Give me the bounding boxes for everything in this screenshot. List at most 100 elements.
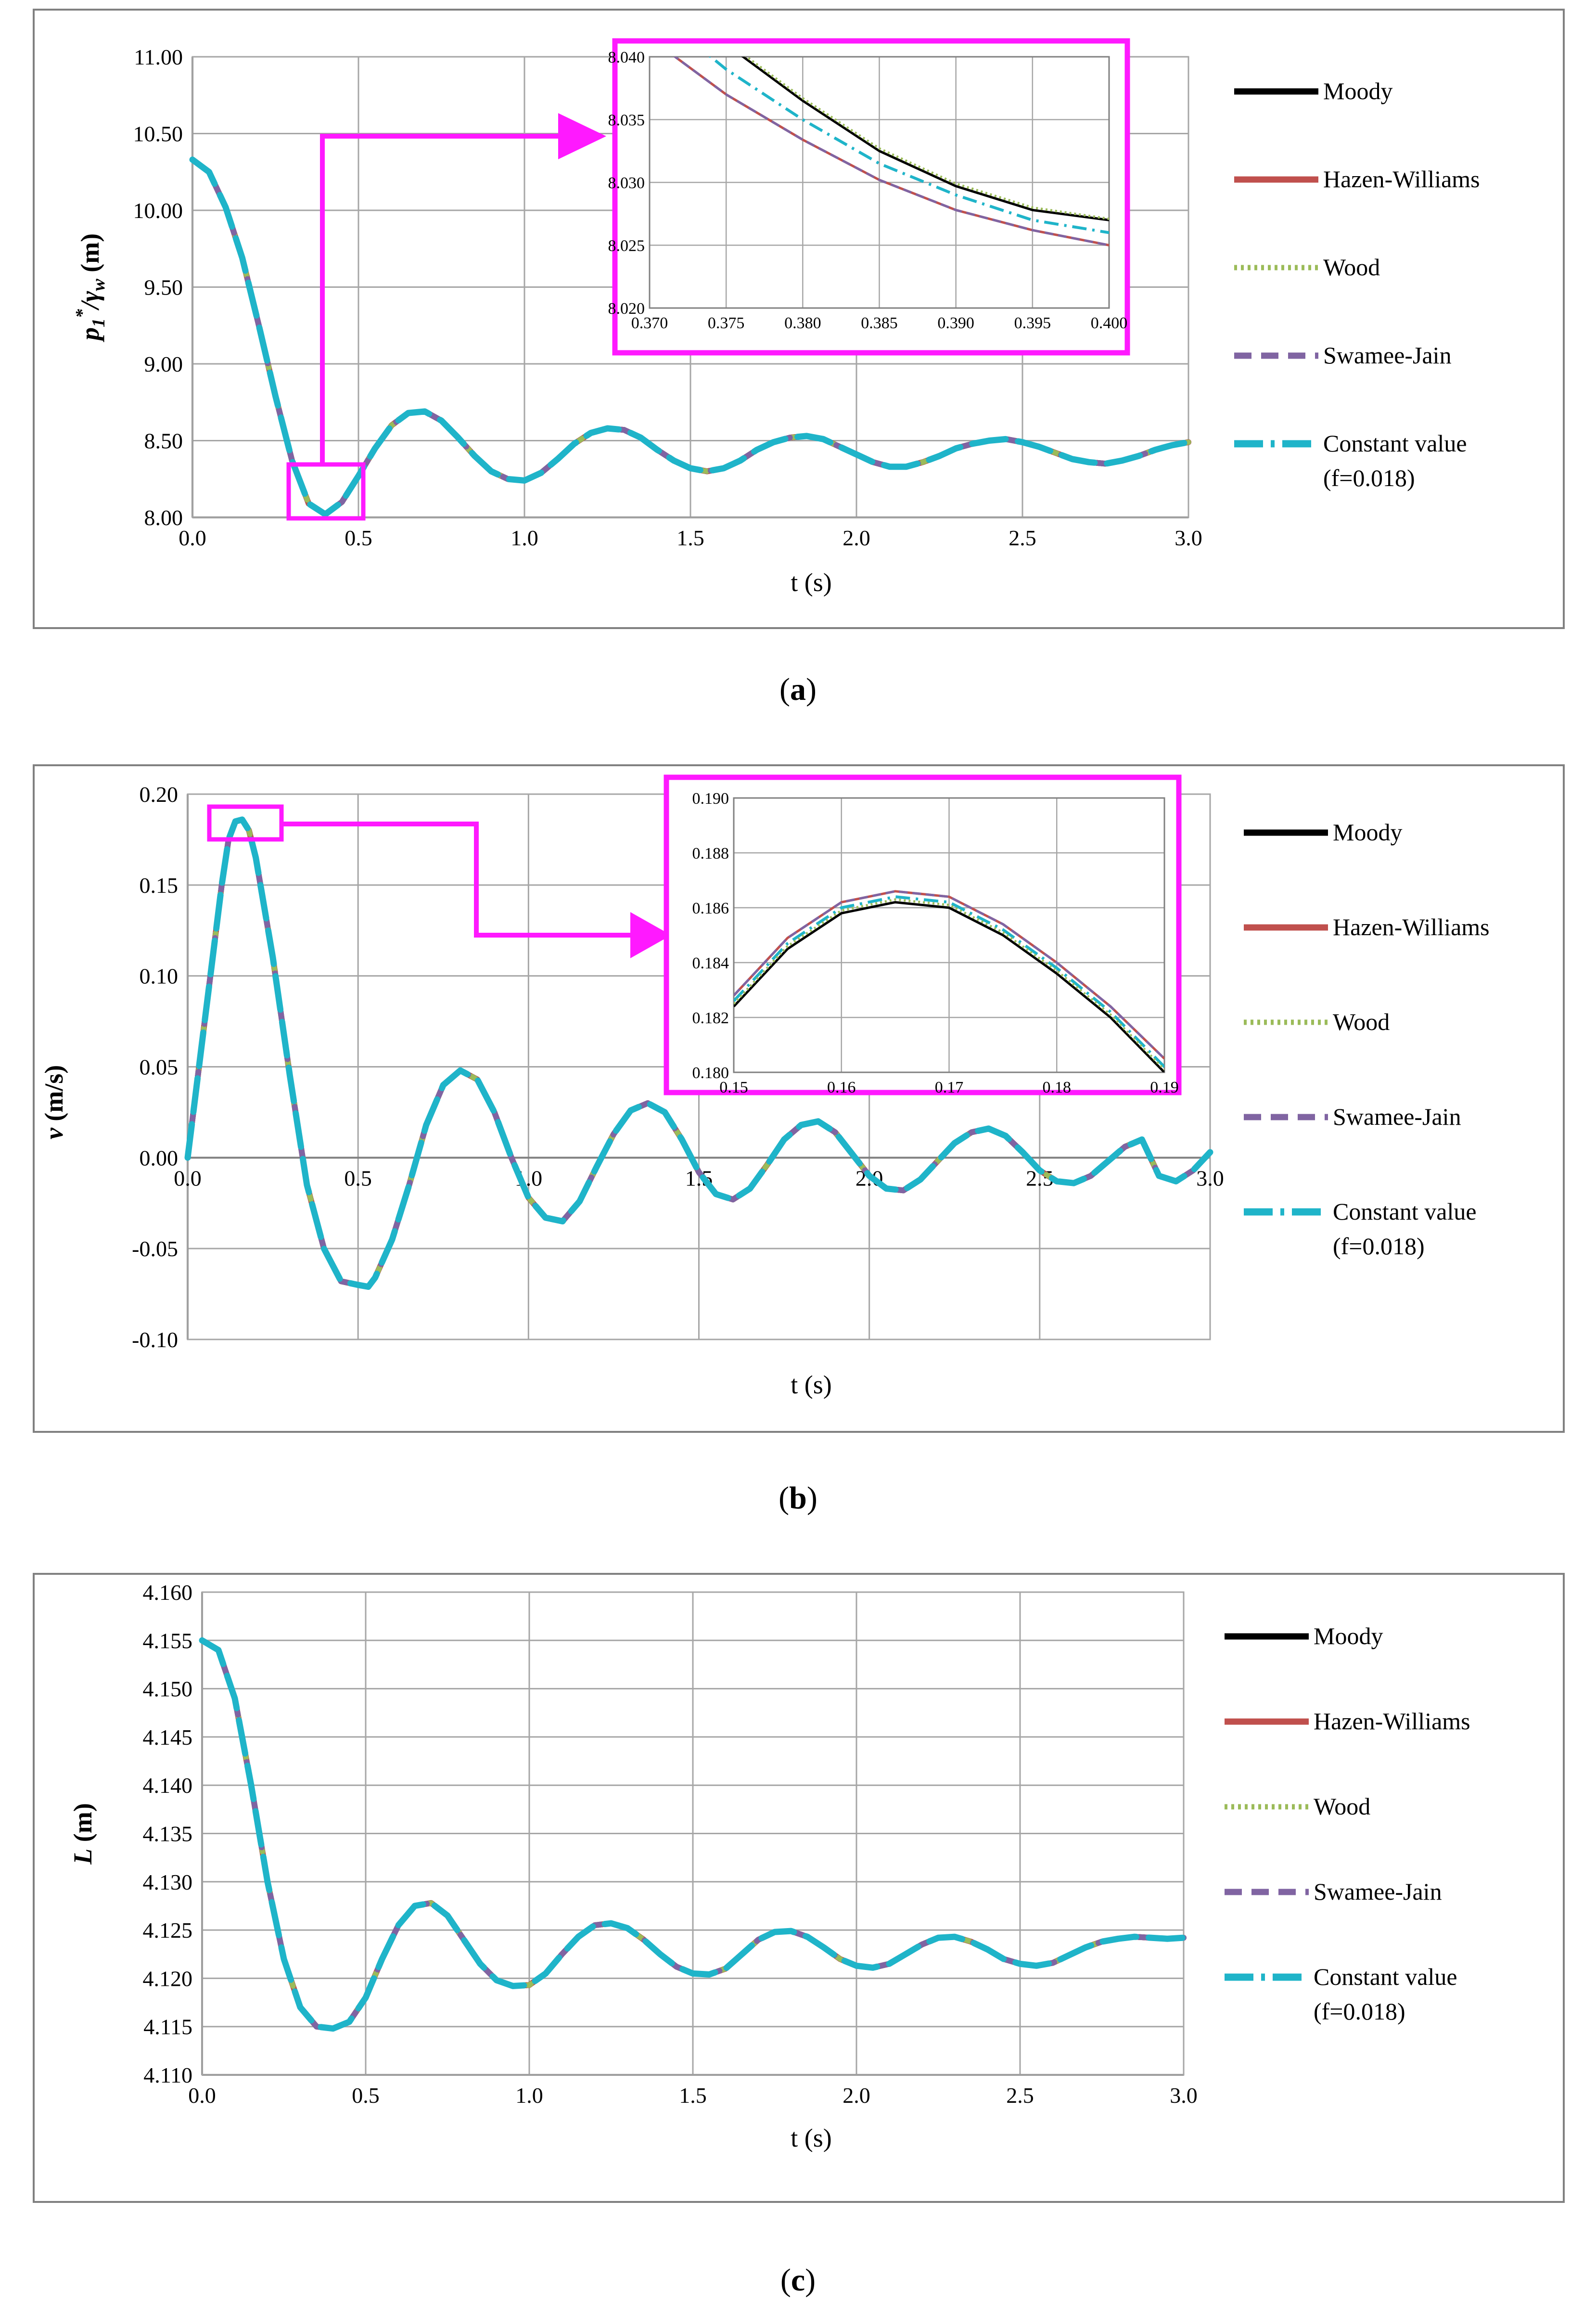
chart-b-inset-xtick-label: 0.15 (719, 1079, 748, 1096)
legend-b-label2-constant-value: (f=0.018) (1333, 1233, 1425, 1260)
chart-c-legend: Moody Hazen-Williams Wood Swamee-Jain Consta… (1225, 1622, 1470, 2025)
chart-b-inset-xtick-label: 0.19 (1150, 1079, 1179, 1096)
chart-a-inset-ytick-label: 8.040 (608, 49, 645, 66)
legend-b-label-hazen-williams: Hazen-Williams (1333, 914, 1490, 940)
chart-b-inset-series-moody (734, 901, 1164, 1072)
legend-c-label2-constant-value: (f=0.018) (1314, 1998, 1405, 2025)
chart-b-xtick-label: 0.0 (174, 1166, 202, 1190)
legend-c-label-wood: Wood (1314, 1793, 1370, 1820)
chart-a-zoom-arrow (558, 113, 606, 159)
chart-c-xtick-label: 0.0 (188, 2083, 216, 2108)
caption-b: (b) (779, 1480, 817, 1516)
chart-a-inset-xtick-label: 0.400 (1091, 314, 1128, 332)
chart-c-xtick-label: 1.0 (515, 2083, 543, 2108)
legend-a-label-constant-value: Constant value (1323, 430, 1467, 457)
chart-b-inset-ytick-label: 0.182 (692, 1009, 729, 1027)
chart-b-inset-xtick-label: 0.17 (935, 1079, 964, 1096)
chart-c-plot-border (201, 1591, 1185, 2076)
caption-c: (c) (780, 2263, 816, 2298)
chart-a-inset-series-moody (741, 57, 1109, 221)
chart-b-inset-frame (664, 774, 1182, 1095)
chart-a-ytick-label: 9.00 (144, 352, 183, 376)
chart-b-ytick-label: 0.00 (140, 1145, 179, 1170)
legend-c-label-swamee-jain: Swamee-Jain (1314, 1878, 1442, 1905)
chart-b-inset-ytick-label: 0.184 (692, 954, 729, 972)
chart-b-inset-ytick-label: 0.180 (692, 1064, 729, 1082)
chart-a-ytick-label: 10.50 (133, 122, 183, 146)
chart-b-ytick-label: -0.05 (132, 1236, 178, 1261)
chart-c-ytick-label: 4.135 (143, 1822, 193, 1846)
chart-a-inset-series-constant-value (708, 57, 1109, 234)
chart-b-legend: Moody Hazen-Williams Wood Swamee-Jain Consta… (1244, 819, 1490, 1260)
chart-a-xtick-label: 1.5 (677, 526, 704, 550)
chart-b-ytick-label: 0.10 (140, 964, 179, 989)
legend-a-label2-constant-value: (f=0.018) (1323, 464, 1415, 491)
legend-a-label-swamee-jain: Swamee-Jain (1323, 342, 1452, 369)
chart-c-xtick-label: 3.0 (1170, 2083, 1198, 2108)
chart-a-inset-ytick-label: 8.020 (608, 300, 645, 318)
chart-a-inset-ytick-label: 8.030 (608, 174, 645, 192)
chart-b-inset-series-wood (734, 898, 1164, 1071)
chart-b-inset-plot-border (733, 797, 1165, 1073)
chart-c: 4.110 4.115 4.120 4.125 4.130 4.135 4.140 4.145… (33, 1573, 1565, 2203)
chart-a-inset-ytick-label: 8.035 (608, 112, 645, 129)
chart-b-ytick-label: 0.20 (140, 782, 179, 807)
chart-a: 8.00 8.50 9.00 9.50 10.00 10.50 11.00 0.0 0.5 1.… (33, 9, 1565, 629)
chart-c-ytick-label: 4.155 (143, 1628, 193, 1653)
chart-a-inset-series-swamee-jain (673, 57, 1109, 246)
chart-b-ylabel: v (m/s) (39, 1065, 68, 1139)
chart-a-inset-series-wood (744, 57, 1109, 220)
chart-a-series-constant-value (189, 156, 1192, 518)
chart-a-xlabel: t (s) (791, 568, 831, 597)
chart-c-series-constant-value (199, 1637, 1187, 2032)
legend-b-label-moody: Moody (1333, 819, 1402, 846)
chart-a-ytick-label: 11.00 (134, 45, 183, 69)
chart-b-zoom-arrow (630, 912, 671, 958)
chart-a-xtick-label: 1.0 (511, 526, 538, 550)
chart-c-xlabel: t (s) (791, 2123, 831, 2152)
chart-b: -0.10-0.050.000.050.100.150.20 0.0 0.5 1.0… (33, 764, 1565, 1433)
chart-a-zoom-box (286, 462, 366, 521)
chart-b-inset-ytick-label: 0.188 (692, 845, 729, 862)
legend-a-label-hazen-williams: Hazen-Williams (1323, 166, 1480, 193)
chart-c-xtick-label: 0.5 (352, 2083, 380, 2108)
chart-c-xtick-label: 1.5 (679, 2083, 707, 2108)
chart-a-inset-xtick-label: 0.390 (937, 314, 974, 332)
legend-a-label-wood: Wood (1323, 254, 1380, 281)
chart-c-ytick-label: 4.150 (143, 1677, 193, 1701)
chart-c-ytick-label: 4.145 (143, 1725, 193, 1750)
chart-c-ytick-label: 4.140 (143, 1773, 193, 1798)
chart-b-ytick-label: -0.10 (132, 1327, 178, 1352)
chart-c-xtick-label: 2.0 (843, 2083, 870, 2108)
chart-b-ytick-label: 0.15 (140, 873, 179, 898)
chart-a-inset-xtick-label: 0.375 (708, 314, 745, 332)
chart-a-ylabel: p1*/γw (m) (72, 233, 109, 342)
chart-c-xtick-label: 2.5 (1006, 2083, 1034, 2108)
legend-c-label-hazen-williams: Hazen-Williams (1314, 1708, 1470, 1735)
chart-a-ytick-label: 8.50 (144, 429, 183, 453)
chart-a-xtick-label: 0.5 (345, 526, 372, 550)
legend-b-label-swamee-jain: Swamee-Jain (1333, 1103, 1461, 1130)
chart-c-ytick-label: 4.130 (143, 1870, 193, 1894)
chart-b-xtick-label: 0.5 (344, 1166, 372, 1190)
chart-a-inset-xtick-label: 0.380 (784, 314, 821, 332)
chart-c-ytick-label: 4.120 (143, 1966, 193, 1991)
chart-a-zoom-connector (320, 134, 558, 464)
chart-a-ytick-label: 8.00 (144, 505, 183, 530)
chart-a-ytick-label: 9.50 (144, 275, 183, 300)
chart-c-ytick-label: 4.110 (143, 2063, 192, 2087)
chart-a-inset-xtick-label: 0.395 (1014, 314, 1051, 332)
chart-b-xlabel: t (s) (791, 1370, 831, 1399)
chart-c-ytick-label: 4.125 (143, 1918, 193, 1943)
chart-a-xtick-label: 0.0 (179, 526, 206, 550)
chart-b-inset-ytick-label: 0.186 (692, 900, 729, 917)
legend-b-label-wood: Wood (1333, 1008, 1390, 1035)
chart-c-ytick-label: 4.115 (143, 2015, 192, 2039)
chart-c-ylabel: L (m) (68, 1803, 97, 1865)
legend-b-label-constant-value: Constant value (1333, 1198, 1477, 1225)
chart-b-inset-xtick-label: 0.16 (827, 1079, 856, 1096)
legend-a-label-moody: Moody (1323, 77, 1392, 104)
chart-b-inset-xtick-label: 0.18 (1043, 1079, 1072, 1096)
chart-a-inset-plot-border (649, 56, 1110, 309)
chart-a-xtick-label: 2.0 (843, 526, 870, 550)
